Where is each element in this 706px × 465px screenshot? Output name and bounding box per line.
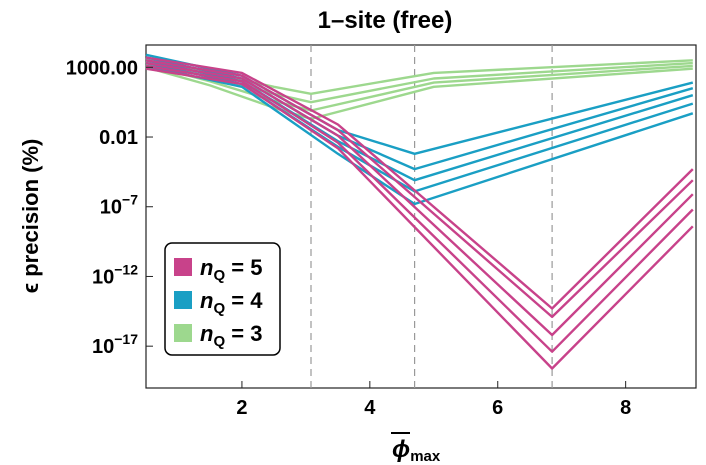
- x-axis-label-group: ϕmax: [391, 432, 441, 465]
- series-line-4: [145, 64, 694, 353]
- legend-box: [164, 242, 281, 356]
- y-tick-label: 10−7: [100, 192, 138, 219]
- x-tick-label: 6: [492, 397, 503, 419]
- series-group: [145, 53, 694, 370]
- series-line-2: [145, 59, 694, 319]
- legend-label-2: nQ = 4: [200, 288, 263, 317]
- plot-frame: [145, 44, 697, 389]
- y-tick-label: 10−12: [92, 261, 138, 288]
- legend-label-1: nQ = 5: [200, 255, 262, 284]
- x-tick-label: 2: [236, 397, 247, 419]
- y-tick-label: 0.01: [99, 127, 138, 149]
- reference-lines: [310, 45, 553, 388]
- legend-swatch-3: [174, 324, 192, 342]
- y-axis-label: ϵ precision (%): [18, 139, 43, 294]
- legend-swatch-2: [174, 291, 192, 309]
- y-tick-label: 1000.00: [66, 57, 138, 79]
- legend-swatch-1: [174, 258, 192, 276]
- y-tick-label: 10−17: [92, 331, 138, 358]
- x-axis-label: ϕmax: [392, 436, 441, 465]
- legend-label-3: nQ = 3: [200, 321, 262, 350]
- series-line-3: [145, 61, 694, 337]
- series-line-1: [145, 56, 694, 310]
- x-tick-label: 4: [364, 397, 376, 419]
- axis-ticks: 2 4 6 8 1000.00 0.01 10−7 10−12 10−17: [66, 57, 632, 419]
- x-tick-label: 8: [620, 397, 631, 419]
- legend: nQ = 5 nQ = 4 nQ = 3: [164, 242, 281, 356]
- series-line-5: [145, 67, 694, 370]
- chart-title: 1–site (free): [318, 7, 453, 34]
